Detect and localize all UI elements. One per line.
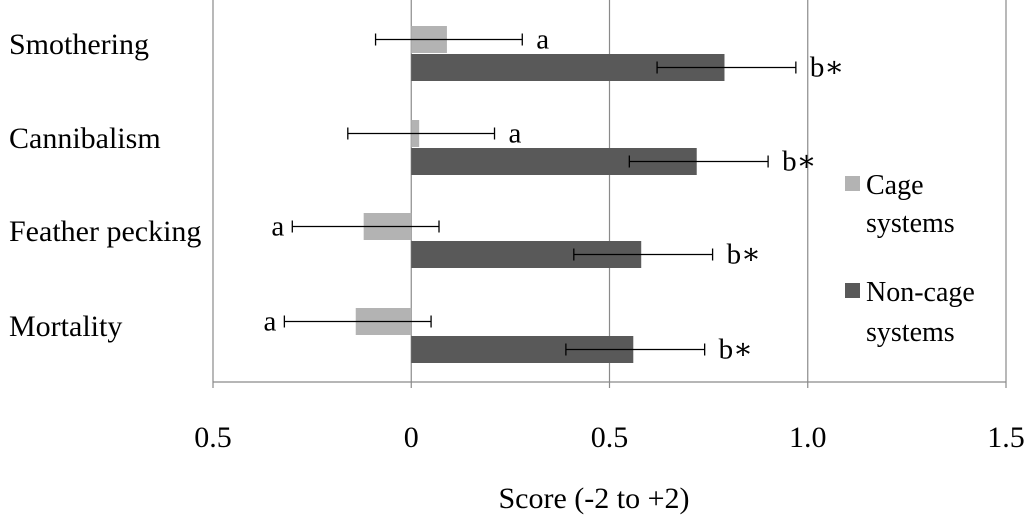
x-tick-label: 0.5 <box>591 421 629 454</box>
x-axis: 0.5 0 0.5 1.0 1.5 <box>194 381 1024 454</box>
error-bars <box>283 33 797 356</box>
significance-label: a <box>263 306 276 338</box>
significance-label: a <box>271 211 284 243</box>
x-tick-label: 0.5 <box>194 421 232 454</box>
category-label: Mortality <box>9 310 122 343</box>
category-label: Feather pecking <box>9 215 201 248</box>
legend-swatch-noncage <box>845 283 860 298</box>
legend-swatch-cage <box>845 176 860 191</box>
legend-label-noncage-line2: systems <box>866 317 955 348</box>
significance-labels: a a a a b∗ b∗ b∗ b∗ <box>263 24 844 366</box>
x-axis-title: Score (-2 to +2) <box>498 482 689 515</box>
significance-label: b∗ <box>719 334 753 366</box>
x-tick-label: 1.0 <box>789 421 827 454</box>
category-label: Cannibalism <box>9 122 161 155</box>
legend-label-noncage-line1: Non-cage <box>866 277 975 308</box>
significance-label: a <box>536 24 549 56</box>
significance-label: b∗ <box>810 52 844 84</box>
legend-label-cage-line1: Cage <box>866 170 924 201</box>
x-tick-label: 1.5 <box>987 421 1024 454</box>
legend: Cage systems Non-cage systems <box>845 170 975 348</box>
category-labels: Smothering Cannibalism Feather pecking Mort… <box>9 28 201 343</box>
category-label: Smothering <box>9 28 149 61</box>
x-tick-label: 0 <box>404 421 419 454</box>
legend-label-cage-line2: systems <box>866 208 955 239</box>
significance-label: b∗ <box>727 239 761 271</box>
significance-label: a <box>509 118 522 150</box>
significance-label: b∗ <box>782 146 816 178</box>
